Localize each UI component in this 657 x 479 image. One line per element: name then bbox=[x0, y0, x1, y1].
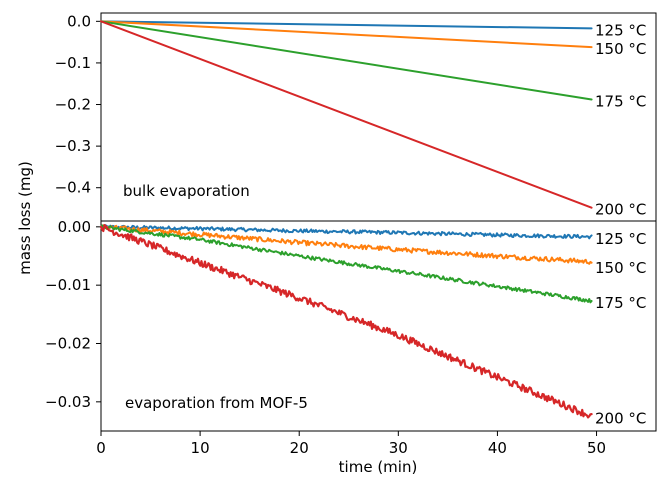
y-tick-label: 0.00 bbox=[58, 218, 91, 236]
series-label-mof5-200: 200 °C bbox=[595, 409, 646, 427]
panel-evaporation-from-mof5: 0.00 −0.01 −0.02 −0.03 125 °C 150 °C 175 °C 200… bbox=[45, 218, 657, 432]
y-tick-label: −0.2 bbox=[55, 96, 91, 114]
series-label-mof5-125: 125 °C bbox=[595, 230, 646, 248]
panel-annotation-mof5: evaporation from MOF-5 bbox=[125, 394, 308, 412]
x-tick-label: 50 bbox=[587, 439, 606, 457]
y-tick-label: 0.0 bbox=[67, 12, 91, 30]
y-tick-label: −0.1 bbox=[55, 54, 91, 72]
series-line-bulk-150 bbox=[100, 20, 593, 49]
y-tick-label: −0.03 bbox=[45, 393, 91, 411]
x-tick-label: 40 bbox=[488, 439, 507, 457]
series-label-mof5-150: 150 °C bbox=[595, 259, 646, 277]
y-tick-label: −0.02 bbox=[45, 335, 91, 353]
x-axis-label: time (min) bbox=[339, 458, 418, 476]
x-tick-label: 20 bbox=[290, 439, 309, 457]
series-label-mof5-175: 175 °C bbox=[595, 294, 646, 312]
series-line-mof5-125 bbox=[100, 224, 593, 240]
series-line-mof5-150 bbox=[100, 224, 593, 265]
y-tick-label: −0.4 bbox=[55, 179, 91, 197]
x-tick-label: 30 bbox=[389, 439, 408, 457]
y-tick-label: −0.3 bbox=[55, 137, 91, 155]
x-axis: 0 10 20 30 40 50 bbox=[96, 431, 606, 457]
series-line-mof5-175 bbox=[100, 224, 593, 304]
panel-annotation-bulk: bulk evaporation bbox=[123, 182, 250, 200]
y-axis-label: mass loss (mg) bbox=[16, 161, 34, 275]
series-label-bulk-150: 150 °C bbox=[595, 40, 646, 58]
series-label-bulk-125: 125 °C bbox=[595, 21, 646, 39]
y-tick-label: −0.01 bbox=[45, 276, 91, 294]
x-tick-label: 0 bbox=[96, 439, 106, 457]
axes-frame-mof5 bbox=[100, 220, 657, 432]
series-line-mof5-200 bbox=[99, 223, 593, 419]
series-label-bulk-175: 175 °C bbox=[595, 93, 646, 111]
x-tick-label: 10 bbox=[191, 439, 210, 457]
series-line-bulk-175 bbox=[100, 20, 593, 101]
series-label-bulk-200: 200 °C bbox=[595, 201, 646, 219]
series-line-bulk-125 bbox=[100, 20, 593, 30]
series-line-bulk-200 bbox=[100, 20, 593, 209]
